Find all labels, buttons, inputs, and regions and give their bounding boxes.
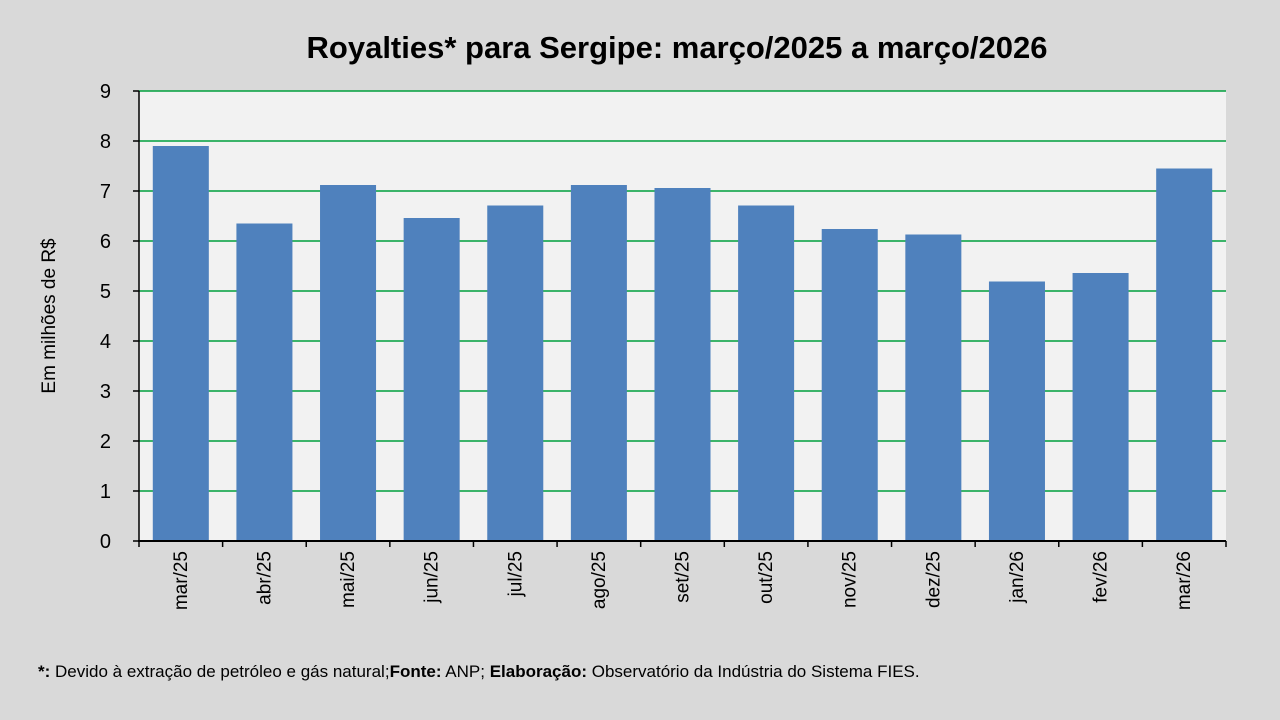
bar [821, 229, 878, 541]
y-tick-label: 2 [100, 431, 111, 453]
bar [403, 218, 460, 541]
bar [320, 185, 377, 541]
footnote-asterisk-label: *: [38, 662, 51, 681]
x-tick-label: mar/25 [171, 551, 192, 610]
y-tick-label: 3 [100, 381, 111, 403]
x-tick-label: out/25 [756, 551, 777, 604]
y-tick-label: 6 [100, 231, 111, 253]
bar [654, 188, 711, 541]
bar [905, 234, 962, 541]
x-tick-label: mai/25 [338, 551, 359, 608]
bar [152, 146, 209, 541]
x-tick-label: mar/26 [1174, 551, 1195, 610]
footnote-source-label: Fonte: [389, 662, 442, 681]
x-tick-label: ago/25 [589, 551, 610, 609]
bar [1156, 168, 1213, 541]
bar [487, 205, 544, 541]
x-tick-labels: mar/25 abr/25 mai/25 jun/25 jul/25 ago/25 set/… [171, 551, 1195, 610]
x-tick-label: jan/26 [1007, 551, 1028, 604]
bar [1072, 273, 1129, 541]
bar [988, 281, 1045, 541]
x-tick-label: fev/26 [1091, 551, 1112, 603]
y-tick-label: 0 [100, 531, 111, 553]
y-tick-label: 1 [100, 481, 111, 503]
bar [236, 223, 293, 541]
x-tick-label: abr/25 [254, 551, 275, 605]
x-tick-label: jun/25 [422, 551, 443, 604]
y-tick-labels: 0 1 2 3 4 5 6 7 8 9 [100, 81, 111, 553]
y-tick-label: 4 [100, 331, 111, 353]
y-tick-label: 8 [100, 131, 111, 153]
y-tick-label: 9 [100, 81, 111, 103]
footnote-source-text: ANP; [441, 662, 490, 681]
x-tick-label: dez/25 [923, 551, 944, 608]
chart-title: Royalties* para Sergipe: março/2025 a ma… [306, 30, 1048, 65]
bar [738, 205, 795, 541]
footnote-asterisk-text: Devido à extração de petróleo e gás natu… [50, 662, 390, 681]
footnote: *: Devido à extração de petróleo e gás n… [38, 662, 920, 682]
y-tick-label: 5 [100, 281, 111, 303]
x-tick-label: jul/25 [505, 551, 526, 597]
y-axis-label: Em milhões de R$ [39, 238, 60, 394]
y-tick-label: 7 [100, 181, 111, 203]
footnote-elaboration-label: Elaboração: [489, 662, 587, 681]
bar [570, 185, 627, 541]
x-tick-label: nov/25 [840, 551, 861, 608]
axes [133, 90, 1227, 547]
x-tick-label: set/25 [673, 551, 694, 603]
footnote-elaboration-text: Observatório da Indústria do Sistema FIE… [587, 662, 920, 681]
bars [152, 146, 1213, 541]
